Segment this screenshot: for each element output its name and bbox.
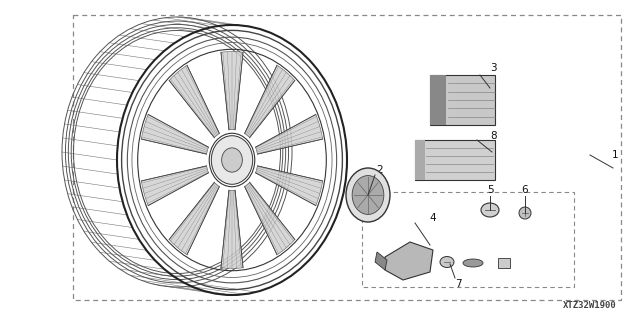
Polygon shape [221, 190, 243, 269]
Bar [430, 75, 495, 125]
Polygon shape [244, 65, 295, 138]
Bar [430, 75, 446, 125]
Ellipse shape [440, 256, 454, 268]
Ellipse shape [221, 148, 243, 172]
Text: 5: 5 [486, 185, 493, 195]
Polygon shape [169, 65, 220, 138]
Ellipse shape [346, 168, 390, 222]
Ellipse shape [352, 175, 384, 214]
Text: 3: 3 [490, 63, 496, 73]
Polygon shape [221, 51, 243, 130]
Text: XTZ32W1900: XTZ32W1900 [563, 300, 617, 309]
Ellipse shape [481, 203, 499, 217]
Bar [415, 140, 424, 180]
Polygon shape [169, 182, 220, 255]
Ellipse shape [463, 259, 483, 267]
Polygon shape [141, 115, 209, 154]
Text: 8: 8 [491, 131, 497, 141]
Polygon shape [244, 182, 295, 255]
Ellipse shape [211, 136, 253, 184]
Polygon shape [255, 115, 323, 154]
Text: 7: 7 [454, 279, 461, 289]
Ellipse shape [519, 207, 531, 219]
Polygon shape [141, 166, 209, 206]
Text: 1: 1 [612, 150, 618, 160]
Bar [415, 140, 495, 180]
Text: 6: 6 [522, 185, 528, 195]
Polygon shape [375, 252, 387, 270]
Text: 2: 2 [377, 165, 383, 175]
Polygon shape [385, 242, 433, 280]
Polygon shape [255, 166, 323, 206]
Bar [498, 258, 510, 268]
Text: 4: 4 [429, 213, 436, 223]
